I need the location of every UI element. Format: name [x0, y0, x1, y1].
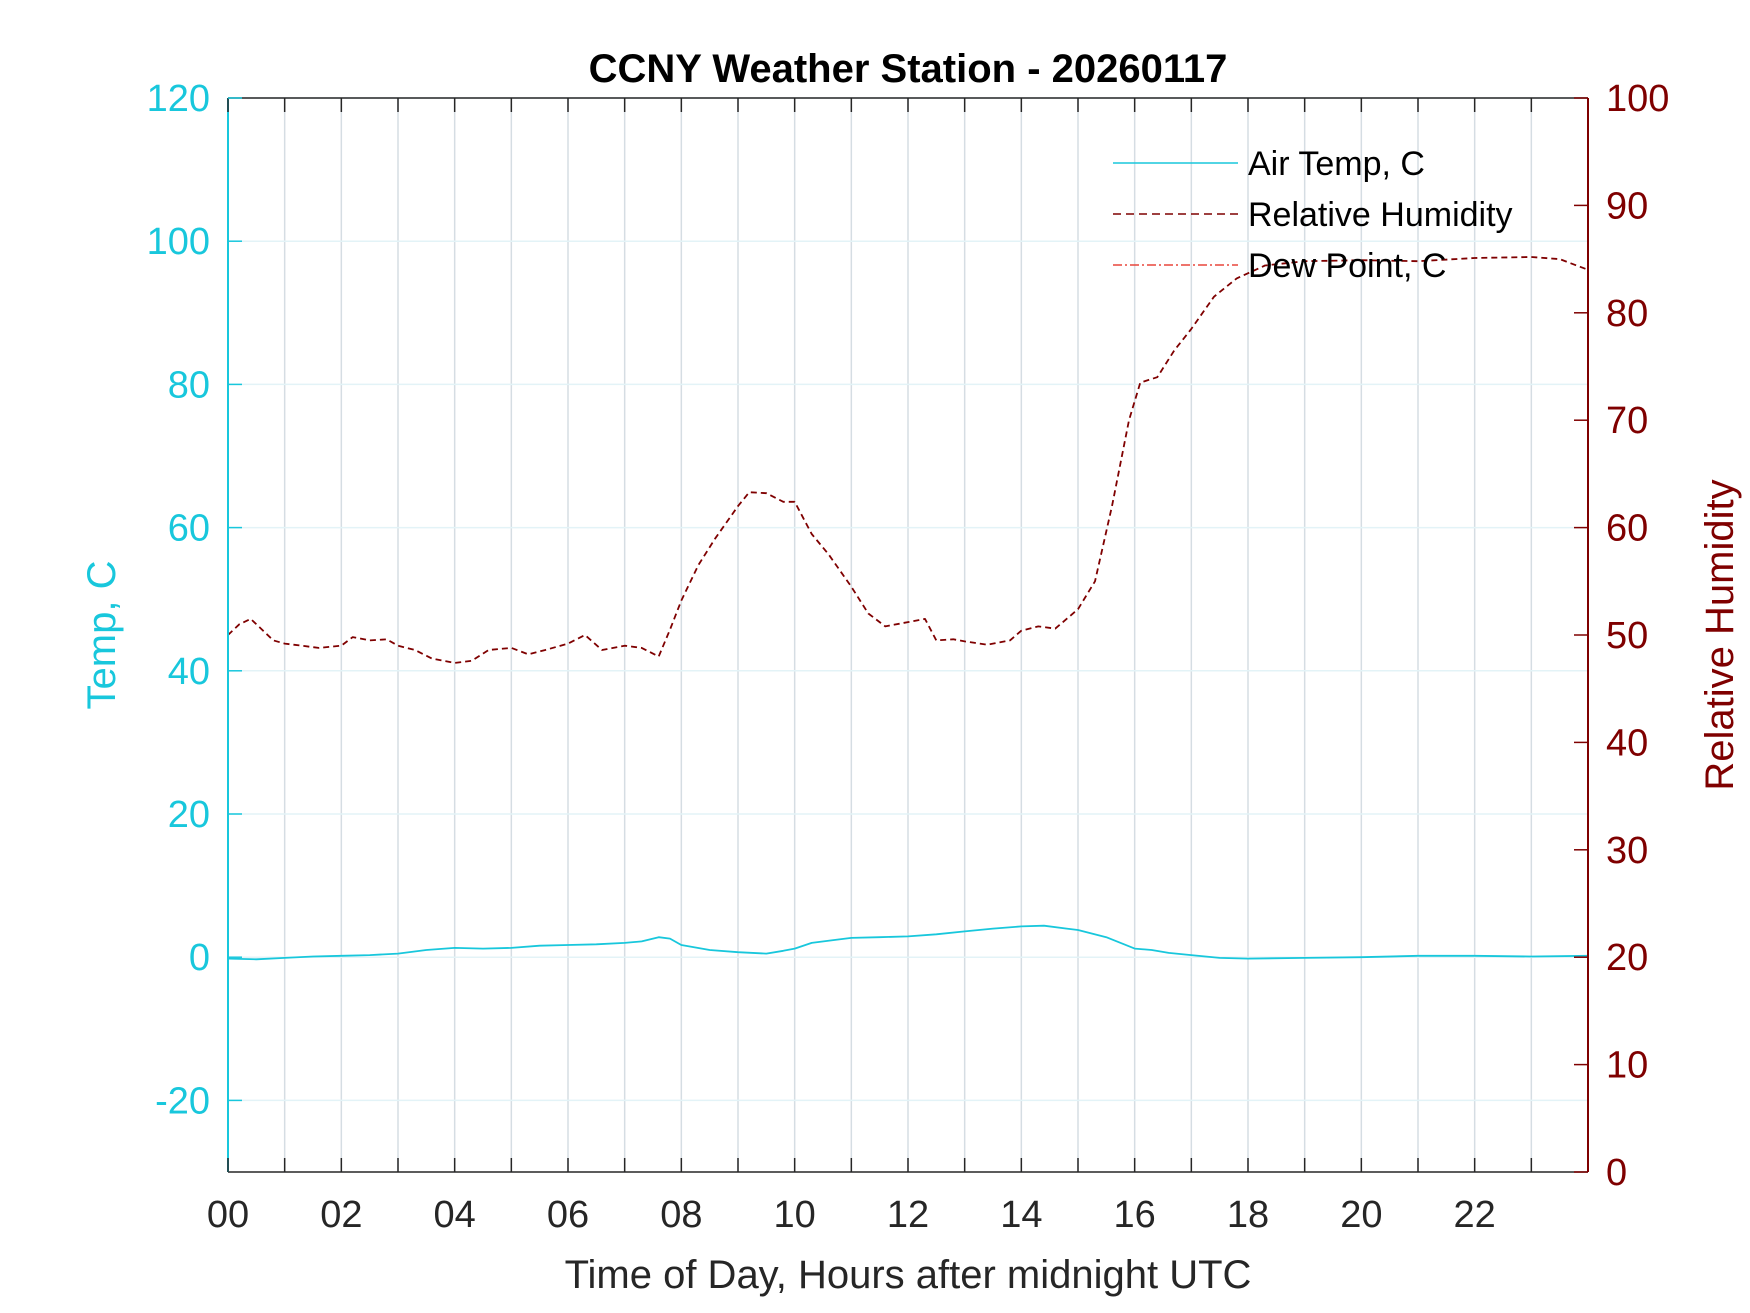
- y-tick-label: -20: [155, 1080, 210, 1122]
- x-tick-label: 10: [774, 1194, 816, 1236]
- tick-labels: 00 02 04 06 08 10 12 14 16 18 20 22-200204060801001…: [147, 78, 1670, 1236]
- y2-tick-label: 0: [1606, 1152, 1627, 1194]
- x-tick-label: 22: [1454, 1194, 1496, 1236]
- y2-axis-label: Relative Humidity: [1698, 479, 1742, 790]
- y-tick-label: 20: [168, 794, 210, 836]
- x-tick-label: 14: [1000, 1194, 1042, 1236]
- y-tick-label: 60: [168, 508, 210, 550]
- y2-tick-label: 40: [1606, 722, 1648, 764]
- x-tick-label: 12: [887, 1194, 929, 1236]
- y2-tick-label: 70: [1606, 400, 1648, 442]
- x-tick-label: 02: [320, 1194, 362, 1236]
- x-tick-label: 18: [1227, 1194, 1269, 1236]
- legend-label-air-temp: Air Temp, C: [1248, 145, 1425, 183]
- y-tick-label: 120: [147, 78, 210, 120]
- chart-title: CCNY Weather Station - 20260117: [589, 47, 1228, 91]
- x-tick-label: 08: [660, 1194, 702, 1236]
- series-line-relative-humidity: [227, 256, 1589, 664]
- x-axis-label: Time of Day, Hours after midnight UTC: [565, 1253, 1252, 1297]
- y2-tick-label: 10: [1606, 1045, 1648, 1087]
- y2-tick-label: 30: [1606, 830, 1648, 872]
- x-tick-label: 04: [434, 1194, 476, 1236]
- axes: [227, 97, 1589, 1173]
- y2-tick-label: 80: [1606, 293, 1648, 335]
- y2-tick-label: 100: [1606, 78, 1669, 120]
- grid-lines: [228, 97, 1588, 1172]
- y2-tick-label: 60: [1606, 508, 1648, 550]
- legend: Air Temp, C Relative Humidity Dew Point,…: [1113, 145, 1513, 285]
- y-axis-label: Temp, C: [80, 561, 124, 710]
- x-tick-label: 00: [207, 1194, 249, 1236]
- y2-tick-label: 50: [1606, 615, 1648, 657]
- x-tick-label: 16: [1114, 1194, 1156, 1236]
- x-tick-label: 06: [547, 1194, 589, 1236]
- y-tick-label: 40: [168, 651, 210, 693]
- legend-label-dew-point: Dew Point, C: [1248, 247, 1446, 285]
- series-line-air-temp-c: [227, 924, 1589, 961]
- y2-tick-label: 90: [1606, 185, 1648, 227]
- y2-tick-label: 20: [1606, 937, 1648, 979]
- y-tick-label: 80: [168, 364, 210, 406]
- y-tick-label: 100: [147, 221, 210, 263]
- y-tick-label: 0: [189, 937, 210, 979]
- series-lines: [227, 256, 1589, 961]
- x-tick-label: 20: [1340, 1194, 1382, 1236]
- legend-label-relative-humidity: Relative Humidity: [1248, 196, 1513, 234]
